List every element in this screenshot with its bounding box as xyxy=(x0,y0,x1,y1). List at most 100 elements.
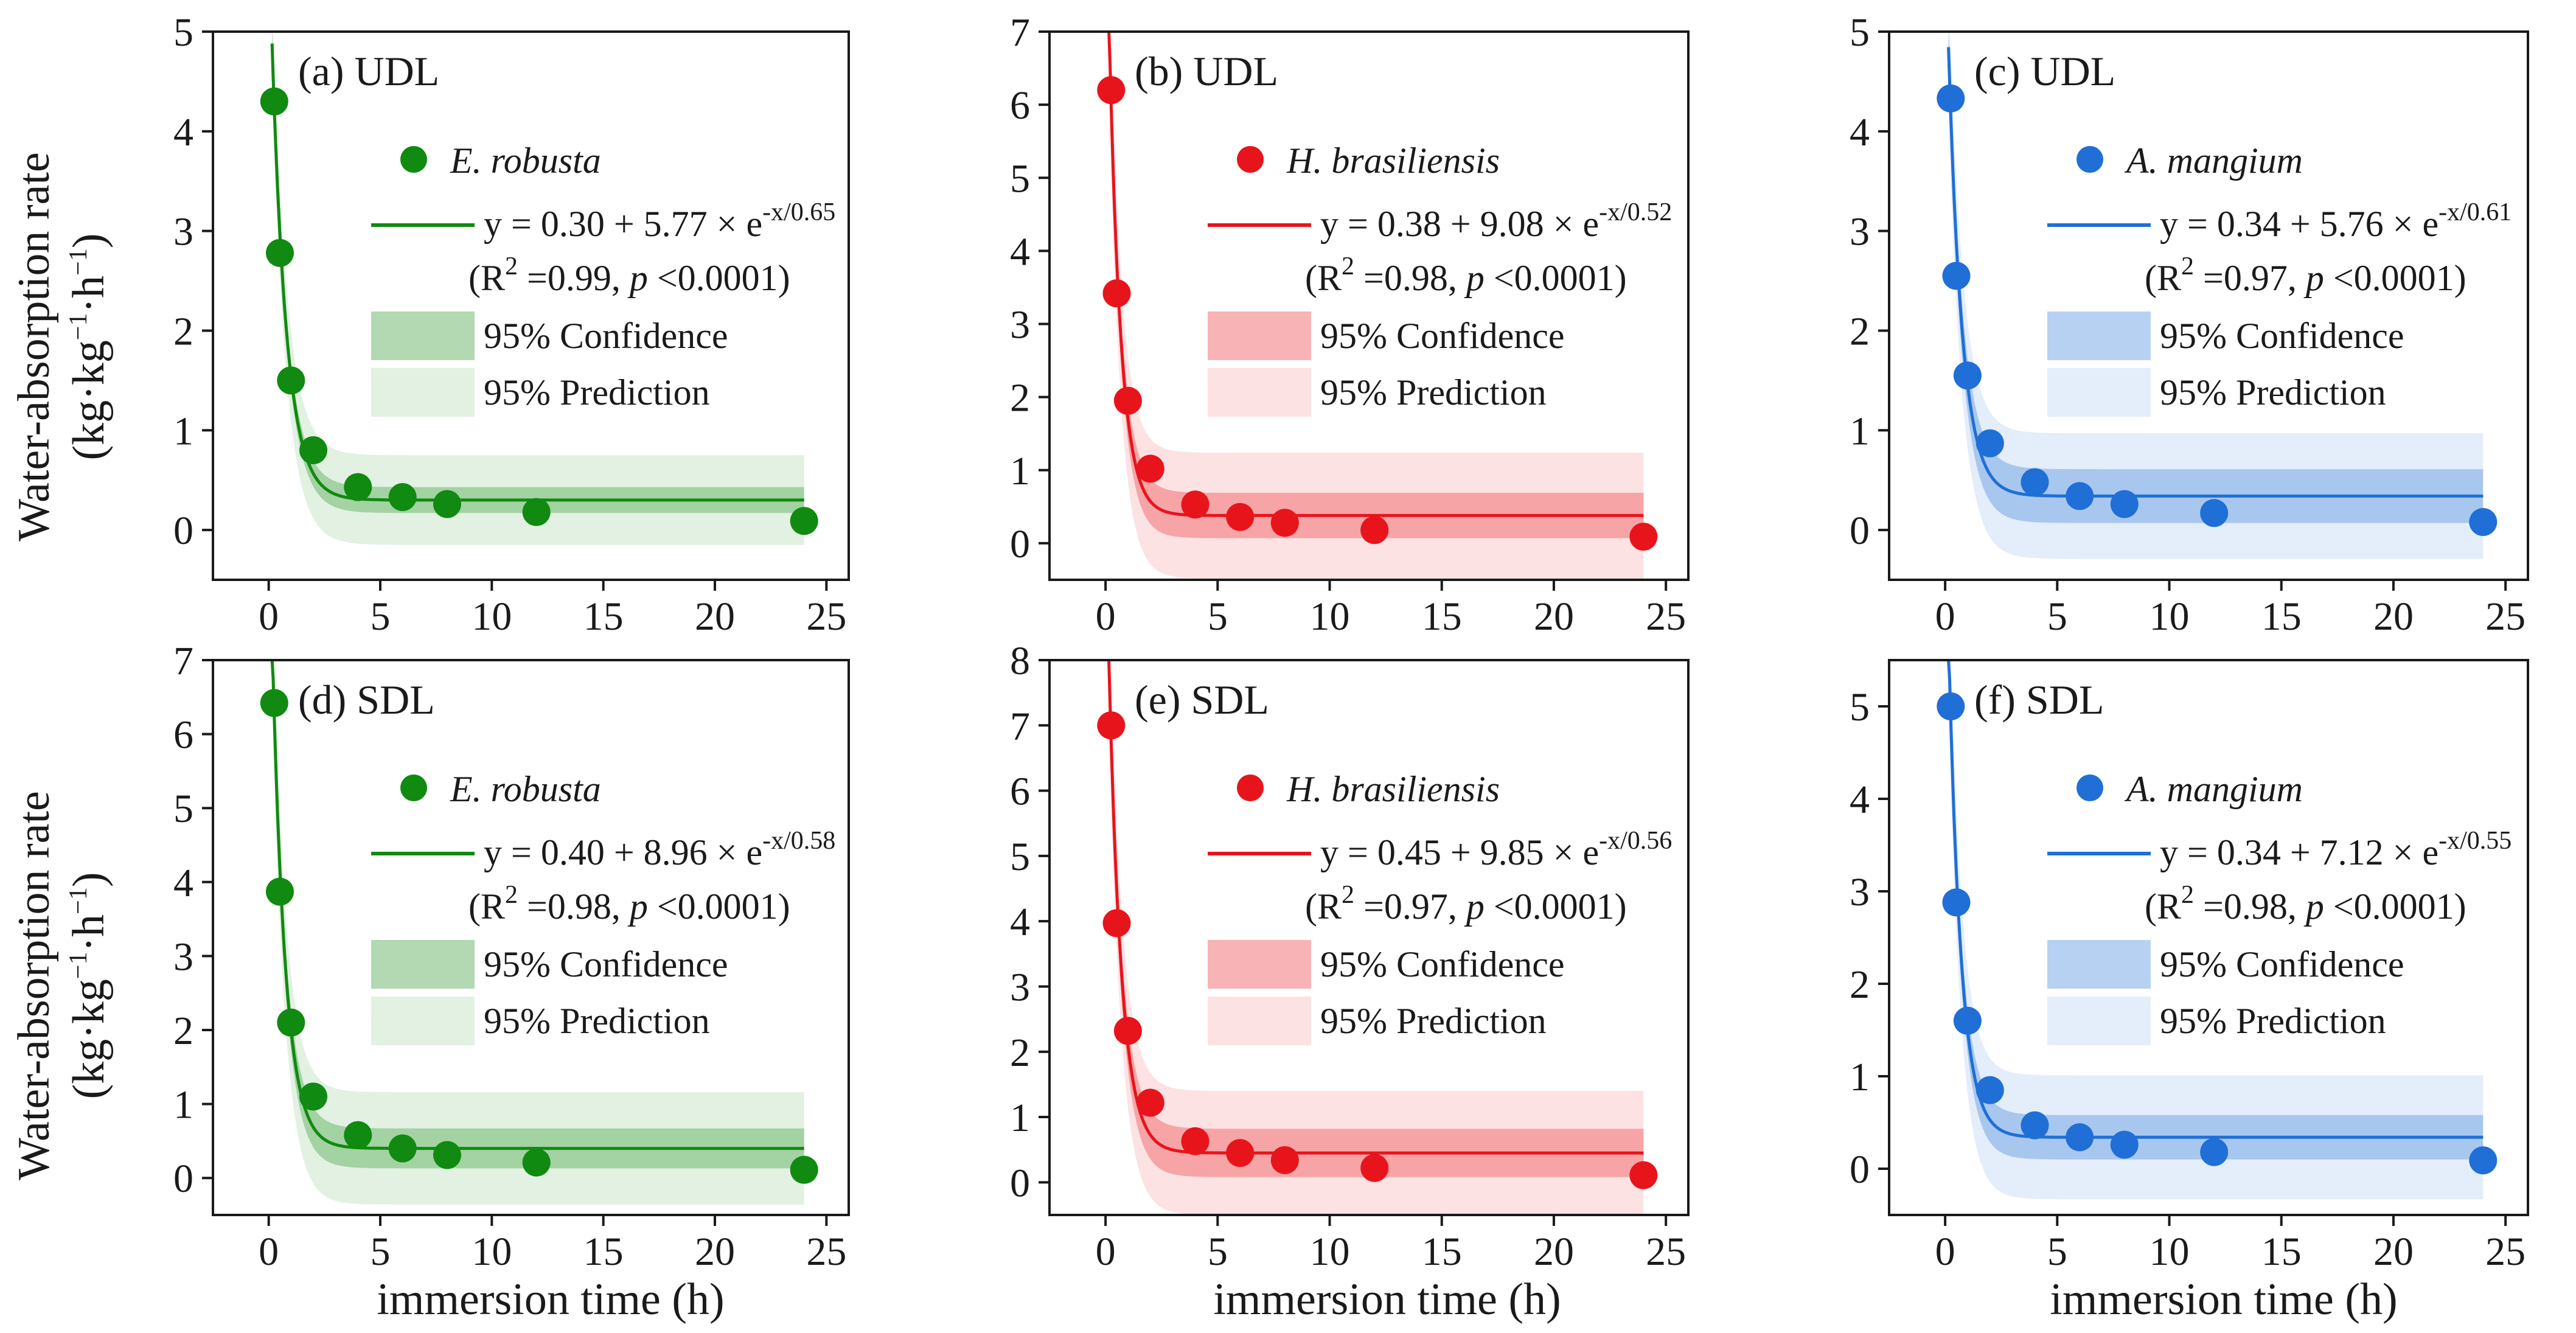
y-tick-label: 4 xyxy=(1850,110,1870,155)
panel-label: (f) SDL xyxy=(1974,677,2104,723)
legend-prediction-label: 95% Prediction xyxy=(1320,1001,1547,1041)
legend-species: H. brasiliensis xyxy=(1286,141,1500,181)
legend-confidence-swatch xyxy=(1208,940,1311,989)
legend-confidence-swatch xyxy=(2047,311,2151,360)
data-point xyxy=(1953,1006,1982,1035)
prediction-band xyxy=(1109,32,1644,579)
x-tick-label: 20 xyxy=(695,594,735,639)
data-point xyxy=(344,473,372,501)
x-tick-label: 0 xyxy=(1935,1230,1955,1274)
y-tick-label: 4 xyxy=(173,861,193,905)
chart-panel: 0 5 10 15 20 25 0 1 2 3 4 5 (f) SDL A. mangium y = 0.3… xyxy=(1850,659,2529,1274)
data-point xyxy=(1270,509,1299,537)
y-tick-label: 0 xyxy=(1850,1147,1870,1192)
legend-confidence-label: 95% Confidence xyxy=(2160,944,2404,984)
x-tick-label: 15 xyxy=(2261,1230,2302,1274)
y-tick-label: 6 xyxy=(173,713,193,757)
y-axis-title-line1: Water-absorption rate xyxy=(9,152,59,541)
y-tick-label: 1 xyxy=(1010,449,1030,493)
panel-label: (c) UDL xyxy=(1974,48,2115,94)
data-point xyxy=(1953,361,1982,390)
y-tick-label: 2 xyxy=(173,309,193,353)
x-axis-title-right: immersion time (h) xyxy=(2050,1275,2397,1324)
data-point xyxy=(266,877,294,906)
plot-frame xyxy=(1048,659,1690,1216)
data-point xyxy=(1226,1139,1255,1168)
legend-prediction-swatch xyxy=(371,997,475,1045)
legend-species: A. mangium xyxy=(2124,141,2303,181)
data-point xyxy=(1097,711,1126,740)
panel-label: (a) UDL xyxy=(298,48,439,94)
data-point xyxy=(1937,84,1965,113)
legend-prediction-swatch xyxy=(2047,997,2151,1045)
y-tick-label: 1 xyxy=(1850,409,1870,453)
data-point xyxy=(2066,1123,2094,1152)
confidence-band xyxy=(1948,660,2484,1160)
x-tick-label: 5 xyxy=(2047,1230,2067,1274)
y-tick-label: 3 xyxy=(1010,303,1030,347)
x-tick-label: 25 xyxy=(806,594,846,639)
data-point xyxy=(1113,386,1142,415)
data-point xyxy=(1976,1076,2004,1104)
plot-frame xyxy=(1048,30,1690,581)
x-tick-label: 0 xyxy=(1096,594,1116,639)
y-tick-label: 1 xyxy=(173,1083,193,1127)
plot-frame xyxy=(1888,659,2529,1216)
x-axis-title-left: immersion time (h) xyxy=(377,1275,724,1324)
legend-confidence-label: 95% Confidence xyxy=(1320,944,1565,984)
data-point xyxy=(790,507,818,535)
x-tick-label: 0 xyxy=(1935,594,1955,639)
data-point xyxy=(1136,454,1164,483)
prediction-band xyxy=(1948,32,2484,559)
y-tick-label: 6 xyxy=(1010,83,1030,128)
legend-prediction-label: 95% Prediction xyxy=(484,1001,710,1041)
x-tick-label: 15 xyxy=(583,1230,624,1274)
chart-panel: 0 5 10 15 20 25 0 1 2 3 4 5 (c) UDL A. mangium y = 0.3… xyxy=(1850,10,2529,639)
data-point xyxy=(1937,692,1965,720)
data-point xyxy=(1097,76,1126,105)
legend-species: A. mangium xyxy=(2124,769,2303,809)
y-tick-label: 4 xyxy=(173,110,193,155)
panel-label: (d) SDL xyxy=(298,677,435,723)
legend-marker xyxy=(1237,146,1264,173)
confidence-band xyxy=(1109,660,1644,1177)
legend-r2: (R2 =0.97, p <0.0001) xyxy=(1305,881,1627,927)
x-tick-label: 0 xyxy=(259,1230,279,1274)
x-tick-label: 5 xyxy=(371,594,391,639)
legend-species: E. robusta xyxy=(450,769,601,809)
data-point xyxy=(433,1141,461,1169)
y-tick-label: 8 xyxy=(1010,639,1030,683)
legend-confidence-swatch xyxy=(1208,311,1311,360)
legend-confidence-swatch xyxy=(2047,940,2151,989)
y-tick-label: 3 xyxy=(173,210,193,254)
data-point xyxy=(2469,1146,2498,1175)
legend-marker xyxy=(400,146,427,173)
data-point xyxy=(1942,888,1971,917)
y-tick-label: 2 xyxy=(173,1009,193,1053)
plot-frame xyxy=(212,30,850,581)
data-point xyxy=(2200,499,2229,527)
data-point xyxy=(2469,508,2498,536)
data-point xyxy=(2200,1138,2229,1166)
data-point xyxy=(1270,1146,1299,1174)
data-point xyxy=(260,689,288,717)
data-point xyxy=(260,87,288,116)
y-tick-label: 2 xyxy=(1010,1031,1030,1075)
data-point xyxy=(1976,429,2004,458)
data-point xyxy=(1113,1017,1142,1045)
legend-prediction-swatch xyxy=(1208,368,1311,417)
legend-equation: y = 0.34 + 7.12 × e-x/0.55 xyxy=(2160,827,2512,872)
x-tick-label: 0 xyxy=(1096,1230,1116,1274)
prediction-band xyxy=(272,32,804,545)
data-point xyxy=(1102,279,1131,308)
legend-prediction-label: 95% Prediction xyxy=(484,372,710,412)
y-tick-label: 1 xyxy=(1850,1055,1870,1099)
x-tick-label: 10 xyxy=(1310,1230,1350,1274)
x-tick-label: 15 xyxy=(1422,594,1462,639)
legend-r2: (R2 =0.98, p <0.0001) xyxy=(1305,252,1627,298)
panel-label: (e) SDL xyxy=(1135,677,1269,723)
y-tick-label: 0 xyxy=(173,1157,193,1201)
legend-r2: (R2 =0.97, p <0.0001) xyxy=(2145,252,2466,298)
y-tick-label: 7 xyxy=(1010,704,1030,748)
